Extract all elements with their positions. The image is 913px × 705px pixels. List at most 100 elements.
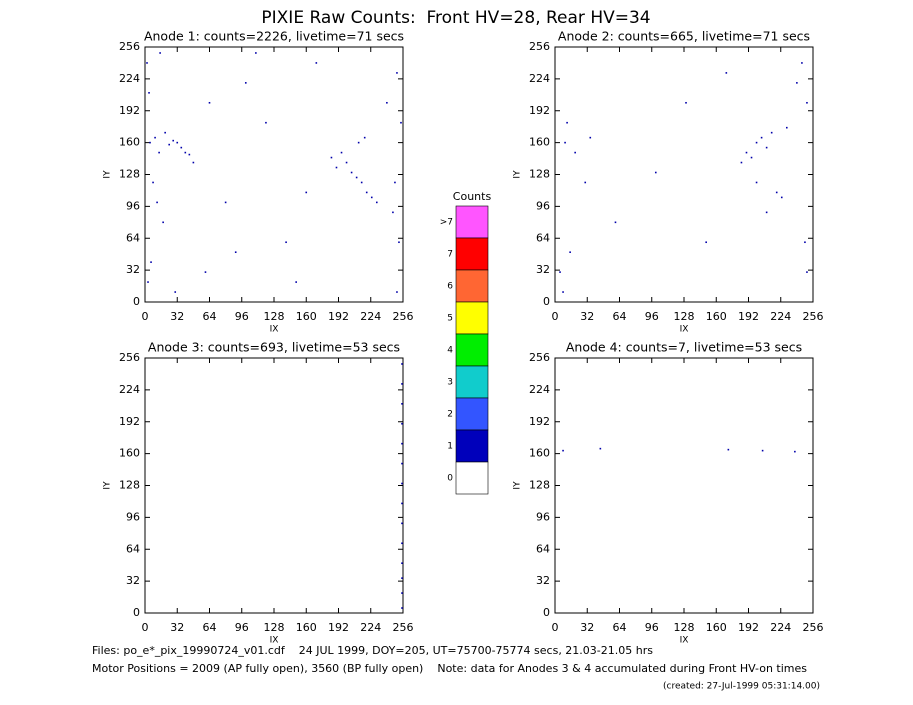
- colorbar-label: 7: [447, 250, 453, 260]
- x-axis-label: IX: [270, 325, 279, 335]
- x-tick-label: 64: [203, 621, 217, 634]
- y-tick-label: 224: [529, 72, 550, 85]
- colorbar-swatch: [455, 333, 489, 367]
- x-tick-label: 64: [203, 310, 217, 323]
- y-tick-label: 96: [126, 199, 140, 212]
- y-tick-label: 160: [529, 136, 550, 149]
- point: [350, 171, 353, 174]
- point: [765, 146, 768, 149]
- point: [745, 151, 748, 154]
- point: [566, 121, 568, 124]
- y-tick-label: 0: [133, 606, 140, 619]
- point: [154, 136, 156, 139]
- panel-title: Anode 1: counts=2226, livetime=71 secs: [144, 29, 404, 44]
- colorbar-label: 3: [447, 378, 453, 388]
- point: [685, 101, 687, 104]
- point: [330, 156, 333, 159]
- x-tick-label: 128: [264, 621, 285, 634]
- colorbar-title: Counts: [453, 190, 492, 203]
- point: [401, 403, 403, 405]
- point: [727, 448, 730, 451]
- y-tick-label: 224: [529, 383, 550, 396]
- point: [401, 542, 403, 545]
- x-axis-label: IX: [680, 325, 689, 335]
- point: [559, 271, 561, 273]
- colorbar-label: 1: [447, 442, 453, 452]
- panel-title: Anode 2: counts=665, livetime=71 secs: [558, 29, 810, 44]
- point: [149, 141, 151, 144]
- x-tick-label: 64: [613, 310, 627, 323]
- point: [159, 52, 161, 54]
- y-tick-label: 128: [119, 479, 140, 492]
- y-tick-label: 0: [543, 606, 550, 619]
- point: [775, 191, 778, 194]
- point: [392, 211, 394, 214]
- point: [804, 241, 806, 244]
- x-tick-label: 32: [580, 310, 594, 323]
- x-tick-label: 64: [613, 621, 627, 634]
- point: [562, 291, 564, 293]
- point: [285, 241, 287, 244]
- x-tick-label: 224: [770, 621, 791, 634]
- plot-frame: [554, 357, 814, 614]
- colorbar-swatch: [455, 269, 489, 303]
- point: [355, 176, 358, 179]
- plot-frame: [144, 46, 404, 303]
- x-tick-label: 192: [328, 621, 349, 634]
- point: [156, 201, 158, 204]
- point: [401, 442, 403, 445]
- footer-created: (created: 27-Jul-1999 05:31:14.00): [663, 682, 820, 692]
- panel-title: Anode 3: counts=693, livetime=53 secs: [148, 340, 400, 355]
- x-tick-label: 0: [142, 310, 149, 323]
- point: [401, 522, 403, 525]
- point: [152, 181, 154, 184]
- x-tick-label: 160: [296, 310, 317, 323]
- y-tick-label: 96: [536, 510, 550, 523]
- colorbar-swatch: [455, 461, 489, 495]
- point: [204, 271, 207, 273]
- y-tick-label: 128: [529, 168, 550, 181]
- point: [755, 141, 758, 144]
- point: [174, 291, 177, 293]
- colorbar-label: 6: [447, 282, 453, 292]
- point: [398, 241, 400, 244]
- point: [750, 156, 753, 159]
- point: [599, 447, 602, 450]
- point: [172, 139, 175, 142]
- x-tick-label: 32: [170, 310, 184, 323]
- plot-frame: [554, 46, 814, 303]
- point: [780, 196, 783, 199]
- colorbar-label: 0: [447, 474, 453, 484]
- point: [705, 241, 707, 244]
- y-tick-label: 256: [529, 351, 550, 364]
- y-tick-label: 192: [119, 415, 140, 428]
- colorbar-swatch: [455, 397, 489, 431]
- y-tick-label: 128: [119, 168, 140, 181]
- y-tick-label: 0: [543, 295, 550, 308]
- x-tick-label: 32: [580, 621, 594, 634]
- y-tick-label: 160: [119, 447, 140, 460]
- point: [162, 221, 164, 224]
- colorbar-swatch: [455, 365, 489, 399]
- point: [164, 131, 166, 134]
- x-tick-label: 128: [264, 310, 285, 323]
- plot-frame: [144, 357, 404, 614]
- point: [755, 181, 758, 184]
- y-tick-label: 192: [119, 104, 140, 117]
- x-tick-label: 0: [552, 621, 559, 634]
- point: [401, 592, 403, 594]
- point: [401, 422, 403, 425]
- point: [158, 151, 160, 154]
- x-tick-label: 96: [645, 621, 659, 634]
- y-tick-label: 96: [536, 199, 550, 212]
- x-tick-label: 128: [674, 310, 695, 323]
- x-tick-label: 256: [803, 621, 824, 634]
- y-tick-label: 64: [126, 542, 140, 555]
- point: [168, 143, 170, 146]
- point: [357, 141, 360, 144]
- point: [265, 121, 267, 124]
- colorbar-label: 4: [447, 346, 453, 356]
- point: [740, 161, 743, 164]
- colorbar-label: 5: [447, 314, 453, 324]
- x-axis-label: IX: [270, 636, 279, 646]
